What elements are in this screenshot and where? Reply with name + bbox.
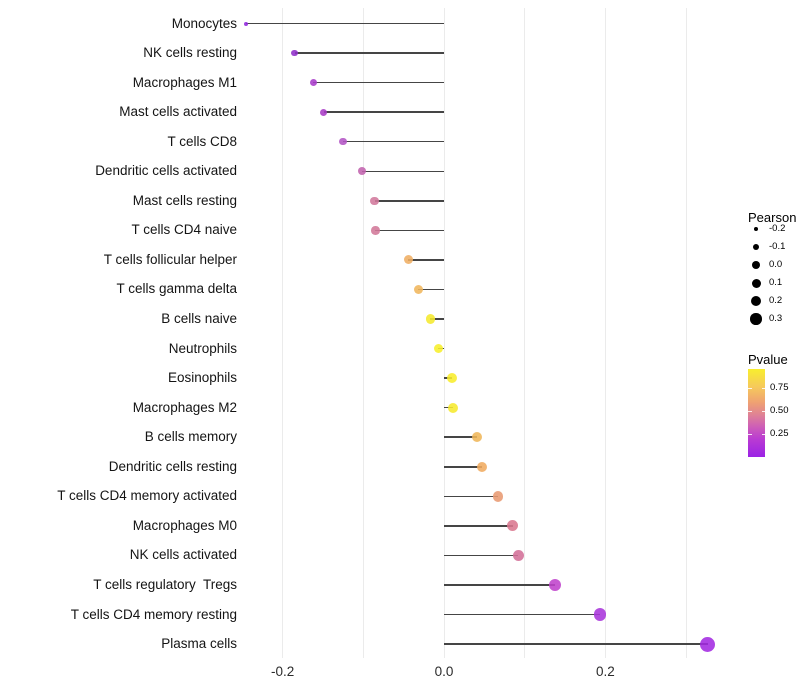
gridline <box>524 8 526 658</box>
lollipop-stem <box>294 52 444 54</box>
lollipop-stem <box>444 466 482 468</box>
y-axis-label: Plasma cells <box>161 636 237 652</box>
colorbar-tick <box>761 433 765 435</box>
colorbar-tick <box>761 387 765 389</box>
y-axis-label: T cells CD4 memory resting <box>70 606 237 622</box>
y-axis-label: Macrophages M1 <box>132 74 237 90</box>
lollipop-stem <box>430 318 444 320</box>
y-axis-label: B cells naive <box>161 311 237 327</box>
colorbar-tick <box>748 433 752 435</box>
size-legend-label: 0.1 <box>769 277 783 288</box>
lollipop-dot <box>492 491 504 502</box>
lollipop-stem <box>408 259 444 261</box>
size-legend-label: -0.2 <box>769 223 786 234</box>
y-axis-label: Eosinophils <box>167 370 237 386</box>
size-legend-dot <box>750 313 762 325</box>
lollipop-stem <box>444 525 513 527</box>
lollipop-stem <box>444 643 708 645</box>
lollipop-stem <box>418 288 444 291</box>
lollipop-stem <box>374 200 444 202</box>
lollipop-stem <box>444 436 478 438</box>
colorbar-tick-label: 0.75 <box>770 381 789 393</box>
y-axis-label: T cells CD4 naive <box>131 222 237 238</box>
lollipop-dot <box>447 402 458 413</box>
colorbar-tick-label: 0.25 <box>770 427 789 439</box>
y-axis-label: Macrophages M2 <box>132 399 237 415</box>
lollipop-dot <box>512 549 524 561</box>
lollipop-stem <box>362 170 444 172</box>
lollipop-dot <box>358 167 367 176</box>
lollipop-dot <box>309 79 317 87</box>
y-axis-label: T cells gamma delta <box>116 281 237 297</box>
y-axis-label: Neutrophils <box>168 340 237 356</box>
colorbar-tick <box>748 410 752 412</box>
lollipop-dot <box>244 21 249 26</box>
lollipop-dot <box>507 520 519 532</box>
lollipop-dot <box>472 432 483 443</box>
size-legend-dot <box>753 226 759 232</box>
lollipop-stem <box>323 111 444 113</box>
lollipop-dot <box>371 226 380 235</box>
size-legend-dot <box>752 261 760 269</box>
y-axis-label: Macrophages M0 <box>132 517 237 533</box>
colorbar-tick-label: 0.50 <box>770 404 789 416</box>
lollipop-dot <box>447 373 458 384</box>
lollipop-dot <box>339 137 347 146</box>
y-axis-label: NK cells resting <box>143 45 237 61</box>
lollipop-stem <box>444 495 499 498</box>
lollipop-stem <box>246 22 444 25</box>
size-legend-label: 0.2 <box>769 295 783 306</box>
lollipop-dot <box>403 255 413 265</box>
lollipop-stem <box>343 140 444 143</box>
size-legend-label: 0.3 <box>769 313 783 324</box>
lollipop-dot <box>425 314 436 324</box>
size-legend-title: Pearson <box>748 210 797 225</box>
y-axis-label: B cells memory <box>144 429 237 445</box>
size-legend-label: -0.1 <box>769 241 786 252</box>
y-axis-label: Dendritic cells activated <box>95 163 237 179</box>
lollipop-dot <box>433 343 444 354</box>
lollipop-dot <box>291 49 298 57</box>
lollipop-stem <box>444 554 519 557</box>
y-axis-label: Monocytes <box>171 15 237 31</box>
lollipop-dot <box>548 579 561 591</box>
x-axis-tick-label: 0.0 <box>434 664 454 679</box>
x-axis-tick-label: -0.2 <box>270 664 295 679</box>
color-legend-title: Pvalue <box>748 352 788 367</box>
lollipop-stem <box>444 584 555 586</box>
lollipop-dot <box>476 461 488 473</box>
lollipop-dot <box>320 108 328 116</box>
gridline <box>604 8 606 658</box>
colorbar-tick <box>748 387 752 389</box>
lollipop-dot <box>700 636 716 652</box>
y-axis-label: Mast cells activated <box>119 104 237 120</box>
lollipop-dot <box>370 196 379 206</box>
x-axis-tick-label: 0.2 <box>596 664 615 679</box>
y-axis-label: Mast cells resting <box>132 192 237 208</box>
pvalue-colorbar <box>748 369 765 457</box>
y-axis-label: NK cells activated <box>129 547 237 563</box>
gridline <box>362 8 364 658</box>
gridline <box>443 8 445 658</box>
size-legend-dot <box>751 296 761 306</box>
y-axis-label: T cells follicular helper <box>103 251 237 267</box>
lollipop-stem <box>313 81 444 84</box>
y-axis-label: T cells regulatory Tregs <box>93 577 237 592</box>
gridline <box>685 8 687 658</box>
colorbar-tick <box>761 410 765 412</box>
y-axis-label: T cells CD4 memory activated <box>57 488 237 504</box>
lollipop-stem <box>375 229 444 232</box>
lollipop-dot <box>413 284 423 294</box>
y-axis-label: Dendritic cells resting <box>108 458 237 474</box>
size-legend-dot <box>751 278 761 288</box>
lollipop-stem <box>444 613 600 616</box>
size-legend-label: 0.0 <box>769 259 783 270</box>
lollipop-dot <box>593 608 606 621</box>
size-legend-dot <box>752 243 760 251</box>
y-axis-label: T cells CD8 <box>167 133 237 149</box>
gridline <box>282 8 284 658</box>
